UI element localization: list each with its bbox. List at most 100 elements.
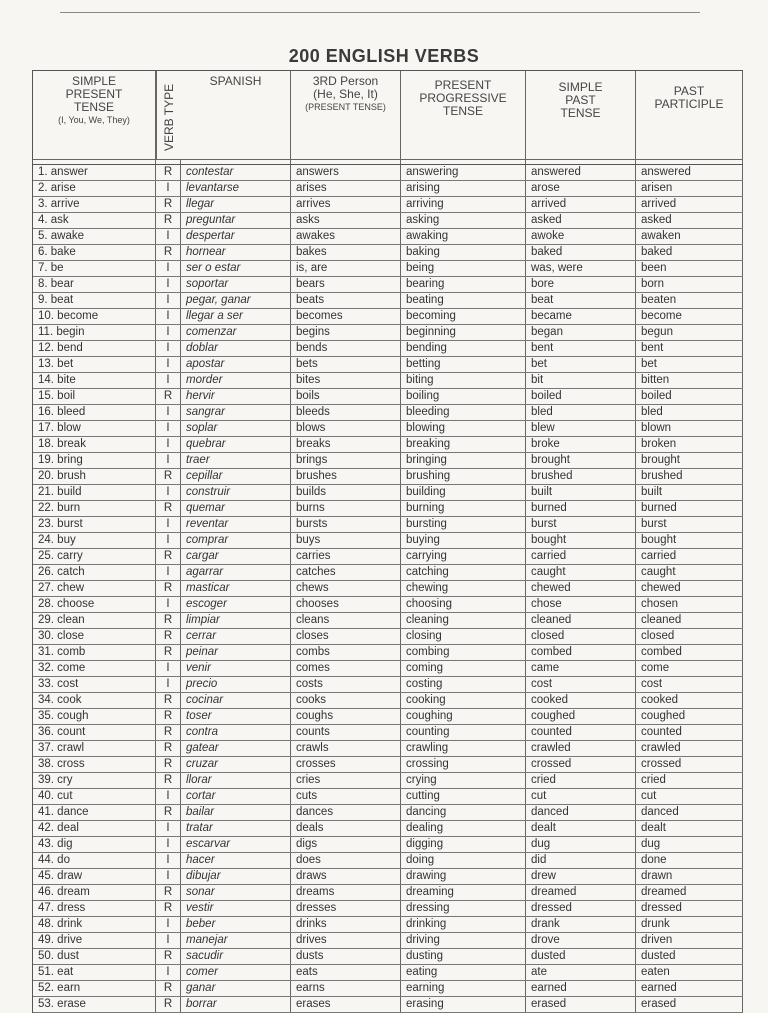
cell-verb-type: I xyxy=(156,453,181,468)
cell-third-person: catches xyxy=(291,565,401,580)
cell-simple-present: 9. beat xyxy=(33,293,156,308)
cell-spanish: cocinar xyxy=(181,693,291,708)
cell-past-participle: cut xyxy=(636,789,743,804)
cell-verb-type: I xyxy=(156,293,181,308)
cell-present-progressive: cooking xyxy=(401,693,526,708)
cell-simple-present: 1. answer xyxy=(33,165,156,180)
cell-simple-past: blew xyxy=(526,421,636,436)
cell-verb-type: I xyxy=(156,229,181,244)
cell-simple-present: 30. close xyxy=(33,629,156,644)
cell-past-participle: brought xyxy=(636,453,743,468)
cell-past-participle: chosen xyxy=(636,597,743,612)
cell-third-person: chews xyxy=(291,581,401,596)
cell-past-participle: dusted xyxy=(636,949,743,964)
cell-present-progressive: baking xyxy=(401,245,526,260)
cell-simple-present: 31. comb xyxy=(33,645,156,660)
cell-simple-past: arrived xyxy=(526,197,636,212)
cell-simple-present: 36. count xyxy=(33,725,156,740)
cell-simple-past: combed xyxy=(526,645,636,660)
cell-spanish: morder xyxy=(181,373,291,388)
cell-present-progressive: cutting xyxy=(401,789,526,804)
cell-spanish: llorar xyxy=(181,773,291,788)
cell-simple-present: 7. be xyxy=(33,261,156,276)
cell-present-progressive: becoming xyxy=(401,309,526,324)
cell-spanish: sangrar xyxy=(181,405,291,420)
cell-simple-past: broke xyxy=(526,437,636,452)
cell-verb-type: R xyxy=(156,389,181,404)
cell-verb-type: I xyxy=(156,789,181,804)
cell-verb-type: I xyxy=(156,341,181,356)
cell-present-progressive: bending xyxy=(401,341,526,356)
cell-simple-present: 23. burst xyxy=(33,517,156,532)
cell-verb-type: R xyxy=(156,725,181,740)
cell-third-person: burns xyxy=(291,501,401,516)
cell-third-person: cuts xyxy=(291,789,401,804)
cell-third-person: deals xyxy=(291,821,401,836)
cell-third-person: bleeds xyxy=(291,405,401,420)
cell-simple-past: bled xyxy=(526,405,636,420)
cell-verb-type: R xyxy=(156,469,181,484)
cell-present-progressive: bursting xyxy=(401,517,526,532)
cell-verb-type: I xyxy=(156,421,181,436)
cell-spanish: hervir xyxy=(181,389,291,404)
cell-spanish: soportar xyxy=(181,277,291,292)
cell-verb-type: R xyxy=(156,885,181,900)
cell-simple-present: 33. cost xyxy=(33,677,156,692)
header-third-person: 3RD Person (He, She, It) (PRESENT TENSE) xyxy=(291,71,401,159)
cell-verb-type: I xyxy=(156,869,181,884)
cell-present-progressive: bearing xyxy=(401,277,526,292)
header-simple-present: SIMPLE PRESENT TENSE (I, You, We, They) xyxy=(33,71,156,159)
cell-third-person: cleans xyxy=(291,613,401,628)
cell-past-participle: bent xyxy=(636,341,743,356)
cell-simple-present: 29. clean xyxy=(33,613,156,628)
cell-simple-past: beat xyxy=(526,293,636,308)
cell-past-participle: baked xyxy=(636,245,743,260)
cell-third-person: bites xyxy=(291,373,401,388)
cell-simple-present: 35. cough xyxy=(33,709,156,724)
cell-past-participle: bet xyxy=(636,357,743,372)
cell-simple-present: 49. drive xyxy=(33,933,156,948)
cell-verb-type: R xyxy=(156,805,181,820)
cell-past-participle: burned xyxy=(636,501,743,516)
cell-verb-type: R xyxy=(156,501,181,516)
cell-third-person: awakes xyxy=(291,229,401,244)
cell-present-progressive: eating xyxy=(401,965,526,980)
header-present-progressive: PRESENT PROGRESSIVE TENSE xyxy=(401,71,526,159)
cell-simple-present: 26. catch xyxy=(33,565,156,580)
cell-past-participle: blown xyxy=(636,421,743,436)
cell-simple-present: 11. begin xyxy=(33,325,156,340)
cell-present-progressive: beginning xyxy=(401,325,526,340)
cell-simple-past: carried xyxy=(526,549,636,564)
cell-past-participle: erased xyxy=(636,997,743,1012)
cell-simple-past: answered xyxy=(526,165,636,180)
cell-simple-present: 8. bear xyxy=(33,277,156,292)
cell-verb-type: R xyxy=(156,165,181,180)
cell-simple-past: dreamed xyxy=(526,885,636,900)
cell-simple-past: dressed xyxy=(526,901,636,916)
cell-simple-past: danced xyxy=(526,805,636,820)
cell-simple-present: 42. deal xyxy=(33,821,156,836)
cell-third-person: builds xyxy=(291,485,401,500)
cell-simple-present: 41. dance xyxy=(33,805,156,820)
cell-spanish: sacudir xyxy=(181,949,291,964)
cell-simple-past: chose xyxy=(526,597,636,612)
cell-present-progressive: erasing xyxy=(401,997,526,1012)
cell-past-participle: cleaned xyxy=(636,613,743,628)
cell-past-participle: built xyxy=(636,485,743,500)
cell-simple-present: 18. break xyxy=(33,437,156,452)
cell-spanish: beber xyxy=(181,917,291,932)
cell-simple-present: 38. cross xyxy=(33,757,156,772)
cell-past-participle: boiled xyxy=(636,389,743,404)
cell-simple-past: bore xyxy=(526,277,636,292)
